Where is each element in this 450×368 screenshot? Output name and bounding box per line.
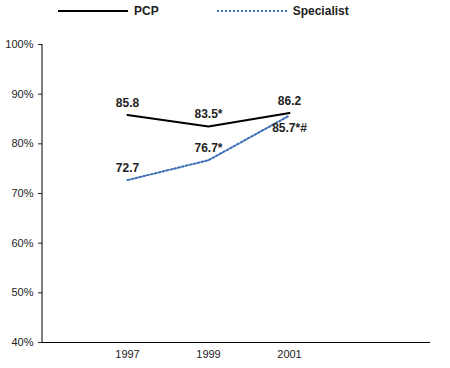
svg-text:80%: 80% — [11, 137, 33, 149]
svg-text:85.8: 85.8 — [116, 96, 140, 110]
svg-text:1999: 1999 — [196, 348, 220, 360]
svg-text:83.5*: 83.5* — [194, 107, 222, 121]
svg-text:60%: 60% — [11, 237, 33, 249]
svg-text:100%: 100% — [5, 38, 33, 50]
svg-text:76.7*: 76.7* — [194, 141, 222, 155]
svg-text:40%: 40% — [11, 336, 33, 348]
svg-text:70%: 70% — [11, 187, 33, 199]
html-text:PCP: PCP — [134, 4, 159, 18]
svg-text:1997: 1997 — [115, 348, 139, 360]
svg-text:50%: 50% — [11, 286, 33, 298]
svg-text:85.7*#: 85.7*# — [272, 121, 307, 135]
svg-text:86.2: 86.2 — [278, 94, 302, 108]
svg-text:2001: 2001 — [277, 348, 301, 360]
svg-text:90%: 90% — [11, 88, 33, 100]
html-text:Specialist: Specialist — [292, 4, 349, 18]
svg-text:72.7: 72.7 — [116, 161, 140, 175]
